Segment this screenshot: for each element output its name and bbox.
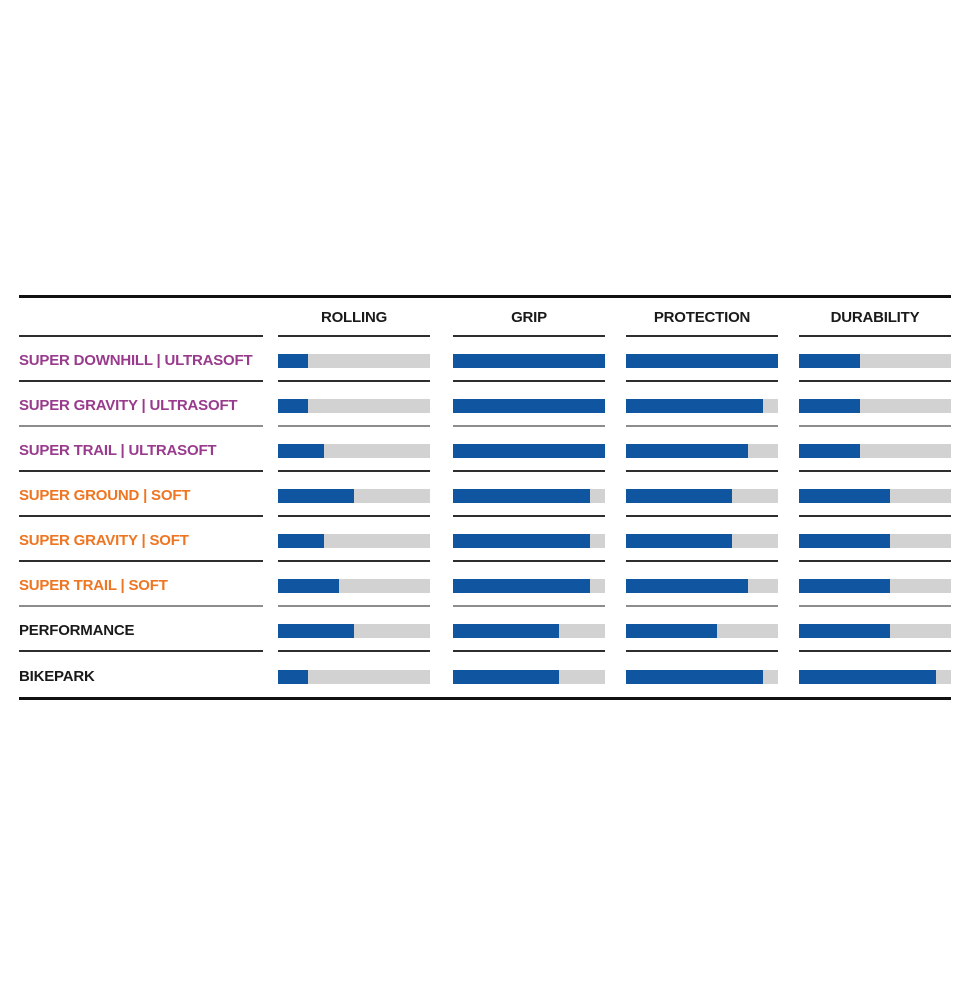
grip-rating-fill bbox=[453, 399, 605, 413]
protection-rating-fill bbox=[626, 444, 748, 458]
grip-rating-fill bbox=[453, 624, 560, 638]
protection-rating-bar bbox=[626, 354, 778, 368]
protection-rating-fill bbox=[626, 670, 763, 684]
protection-rating-bar bbox=[626, 444, 778, 458]
grip-rating-bar bbox=[453, 624, 605, 638]
row-label: SUPER DOWNHILL | ULTRASOFT bbox=[19, 351, 253, 369]
durability-rating-fill bbox=[799, 624, 891, 638]
rolling-rating-bar bbox=[278, 624, 430, 638]
protection-rating-fill bbox=[626, 489, 733, 503]
column-header-grip: GRIP bbox=[511, 309, 547, 326]
table-row: BIKEPARK bbox=[19, 652, 951, 697]
protection-rating-bar bbox=[626, 624, 778, 638]
table-row: SUPER GRAVITY | SOFT bbox=[19, 517, 951, 562]
grip-rating-fill bbox=[453, 444, 605, 458]
durability-rating-fill bbox=[799, 489, 891, 503]
grip-rating-fill bbox=[453, 534, 590, 548]
grip-rating-bar bbox=[453, 534, 605, 548]
header-spacer bbox=[19, 298, 263, 337]
durability-rating-fill bbox=[799, 444, 860, 458]
grip-rating-bar bbox=[453, 399, 605, 413]
grip-rating-bar bbox=[453, 444, 605, 458]
protection-rating-fill bbox=[626, 534, 733, 548]
table-row: SUPER DOWNHILL | ULTRASOFT bbox=[19, 337, 951, 382]
durability-rating-bar bbox=[799, 489, 951, 503]
grip-rating-bar bbox=[453, 354, 605, 368]
protection-rating-fill bbox=[626, 354, 778, 368]
row-label: SUPER GRAVITY | SOFT bbox=[19, 531, 189, 549]
grip-rating-fill bbox=[453, 489, 590, 503]
grip-rating-bar bbox=[453, 670, 605, 684]
protection-rating-fill bbox=[626, 624, 718, 638]
durability-rating-bar bbox=[799, 399, 951, 413]
rolling-rating-bar bbox=[278, 579, 430, 593]
durability-rating-bar bbox=[799, 579, 951, 593]
rolling-rating-fill bbox=[278, 534, 324, 548]
rolling-rating-fill bbox=[278, 489, 354, 503]
table-header-row: ROLLING GRIP PROTECTION DURABILITY bbox=[19, 298, 951, 337]
row-label: SUPER TRAIL | ULTRASOFT bbox=[19, 441, 217, 459]
durability-rating-fill bbox=[799, 579, 891, 593]
rolling-rating-bar bbox=[278, 670, 430, 684]
durability-rating-bar bbox=[799, 624, 951, 638]
table-row: PERFORMANCE bbox=[19, 607, 951, 652]
durability-rating-bar bbox=[799, 670, 951, 684]
table-row: SUPER TRAIL | ULTRASOFT bbox=[19, 427, 951, 472]
column-header-protection: PROTECTION bbox=[653, 309, 751, 326]
table-row: SUPER GRAVITY | ULTRASOFT bbox=[19, 382, 951, 427]
rolling-rating-bar bbox=[278, 489, 430, 503]
protection-rating-bar bbox=[626, 579, 778, 593]
row-label: SUPER GROUND | SOFT bbox=[19, 486, 191, 504]
grip-rating-fill bbox=[453, 579, 590, 593]
rolling-rating-bar bbox=[278, 444, 430, 458]
rolling-rating-fill bbox=[278, 624, 354, 638]
rolling-rating-bar bbox=[278, 534, 430, 548]
rolling-rating-bar bbox=[278, 399, 430, 413]
durability-rating-bar bbox=[799, 444, 951, 458]
protection-rating-bar bbox=[626, 399, 778, 413]
row-label: SUPER TRAIL | SOFT bbox=[19, 576, 168, 594]
durability-rating-fill bbox=[799, 399, 860, 413]
rolling-rating-fill bbox=[278, 399, 309, 413]
protection-rating-bar bbox=[626, 534, 778, 548]
rolling-rating-fill bbox=[278, 670, 309, 684]
rolling-rating-fill bbox=[278, 354, 309, 368]
protection-rating-bar bbox=[626, 489, 778, 503]
rolling-rating-bar bbox=[278, 354, 430, 368]
grip-rating-bar bbox=[453, 489, 605, 503]
durability-rating-bar bbox=[799, 354, 951, 368]
rolling-rating-fill bbox=[278, 444, 324, 458]
table-row: SUPER GROUND | SOFT bbox=[19, 472, 951, 517]
row-label: SUPER GRAVITY | ULTRASOFT bbox=[19, 396, 238, 414]
column-header-durability: DURABILITY bbox=[830, 309, 920, 326]
protection-rating-fill bbox=[626, 579, 748, 593]
table-row: SUPER TRAIL | SOFT bbox=[19, 562, 951, 607]
protection-rating-bar bbox=[626, 670, 778, 684]
grip-rating-fill bbox=[453, 354, 605, 368]
durability-rating-bar bbox=[799, 534, 951, 548]
durability-rating-fill bbox=[799, 534, 891, 548]
row-label: BIKEPARK bbox=[19, 667, 95, 685]
grip-rating-fill bbox=[453, 670, 560, 684]
rolling-rating-fill bbox=[278, 579, 339, 593]
durability-rating-fill bbox=[799, 670, 936, 684]
rating-table: ROLLING GRIP PROTECTION DURABILITY SUPER… bbox=[19, 295, 951, 700]
protection-rating-fill bbox=[626, 399, 763, 413]
durability-rating-fill bbox=[799, 354, 860, 368]
column-header-rolling: ROLLING bbox=[320, 309, 388, 326]
row-label: PERFORMANCE bbox=[19, 621, 135, 639]
grip-rating-bar bbox=[453, 579, 605, 593]
